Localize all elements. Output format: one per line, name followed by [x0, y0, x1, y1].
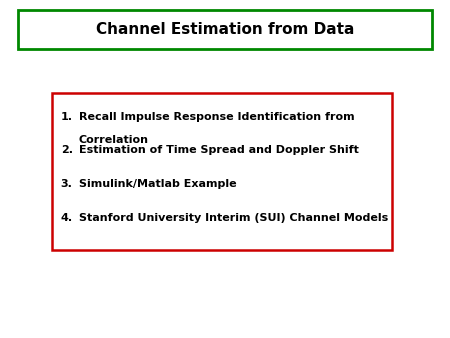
Text: Stanford University Interim (SUI) Channel Models: Stanford University Interim (SUI) Channe…: [79, 213, 388, 223]
Text: Simulink/Matlab Example: Simulink/Matlab Example: [79, 179, 236, 189]
FancyBboxPatch shape: [18, 10, 432, 49]
Text: 1.: 1.: [61, 112, 73, 122]
Text: Channel Estimation from Data: Channel Estimation from Data: [96, 22, 354, 37]
Text: 2.: 2.: [61, 145, 73, 155]
Text: Recall Impulse Response Identification from: Recall Impulse Response Identification f…: [79, 112, 355, 122]
Text: 4.: 4.: [61, 213, 73, 223]
Text: Correlation: Correlation: [79, 135, 149, 145]
Text: Estimation of Time Spread and Doppler Shift: Estimation of Time Spread and Doppler Sh…: [79, 145, 359, 155]
FancyBboxPatch shape: [52, 93, 392, 250]
Text: 3.: 3.: [61, 179, 72, 189]
